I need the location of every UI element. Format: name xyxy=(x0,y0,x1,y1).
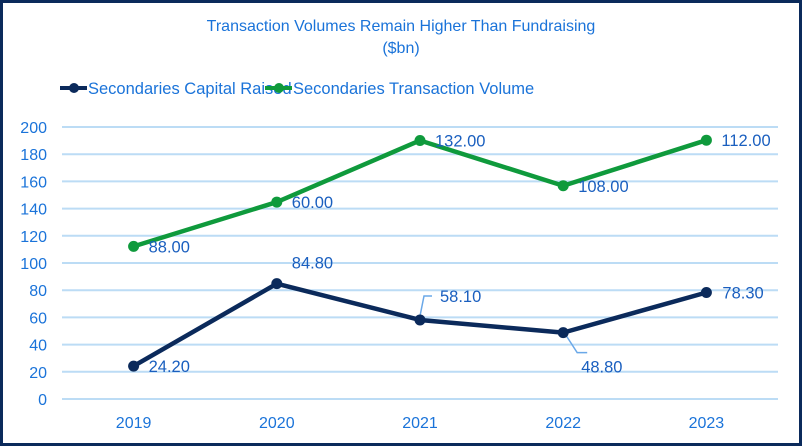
data-label: 48.80 xyxy=(581,359,622,377)
y-tick-label: 120 xyxy=(20,229,47,246)
series-lines xyxy=(128,134,712,372)
leader-lines xyxy=(419,295,588,354)
legend: Secondaries Capital Raised Secondaries T… xyxy=(60,80,534,98)
y-tick-label: 80 xyxy=(29,283,47,300)
data-label: 112.00 xyxy=(721,132,770,150)
y-tick-label: 0 xyxy=(38,392,47,409)
data-point[interactable] xyxy=(271,278,283,290)
data-label: 24.20 xyxy=(149,358,190,376)
data-point[interactable] xyxy=(557,180,569,192)
data-point[interactable] xyxy=(557,327,569,339)
y-tick-label: 180 xyxy=(20,147,47,164)
y-axis-ticks: 0 20 40 60 80 100 120 140 160 180 200 xyxy=(20,120,47,409)
y-tick-label: 200 xyxy=(20,120,47,137)
x-axis-ticks: 2019 2020 2021 2022 2023 xyxy=(116,415,724,432)
x-tick-label: 2020 xyxy=(259,415,295,432)
data-point[interactable] xyxy=(128,240,140,252)
data-label: 78.30 xyxy=(722,285,763,303)
data-label: 60.00 xyxy=(292,194,333,212)
legend-marker-transaction-volume-icon xyxy=(274,83,284,93)
y-tick-label: 160 xyxy=(20,174,47,191)
data-point[interactable] xyxy=(271,196,283,208)
data-label: 88.00 xyxy=(149,238,190,256)
data-label: 84.80 xyxy=(292,255,333,273)
leader-line xyxy=(419,295,432,317)
x-tick-label: 2019 xyxy=(116,415,152,432)
data-point[interactable] xyxy=(414,134,426,146)
y-tick-label: 40 xyxy=(29,338,47,355)
chart-title: Transaction Volumes Remain Higher Than F… xyxy=(207,18,596,35)
legend-item-transaction-volume[interactable]: Secondaries Transaction Volume xyxy=(265,80,534,98)
y-tick-label: 60 xyxy=(29,310,47,327)
legend-label-transaction-volume: Secondaries Transaction Volume xyxy=(293,80,534,98)
x-tick-label: 2021 xyxy=(402,415,438,432)
legend-marker-capital-raised-icon xyxy=(69,83,79,93)
chart-subtitle: ($bn) xyxy=(382,40,419,57)
data-point[interactable] xyxy=(700,134,712,146)
y-tick-label: 20 xyxy=(29,365,47,382)
leader-line xyxy=(565,335,588,354)
y-tick-label: 100 xyxy=(20,256,47,273)
data-point[interactable] xyxy=(128,360,140,372)
x-tick-label: 2023 xyxy=(689,415,725,432)
data-point[interactable] xyxy=(700,287,712,299)
legend-label-capital-raised: Secondaries Capital Raised xyxy=(88,80,292,98)
data-label: 108.00 xyxy=(578,178,628,196)
data-point[interactable] xyxy=(414,314,426,326)
data-labels: 24.20 84.80 58.10 48.80 78.30 88.00 60.00 132.0… xyxy=(149,132,771,376)
data-label: 132.00 xyxy=(435,132,485,150)
legend-item-capital-raised[interactable]: Secondaries Capital Raised xyxy=(60,80,292,98)
y-tick-label: 140 xyxy=(20,202,47,219)
x-tick-label: 2022 xyxy=(545,415,581,432)
data-label: 58.10 xyxy=(440,288,481,306)
